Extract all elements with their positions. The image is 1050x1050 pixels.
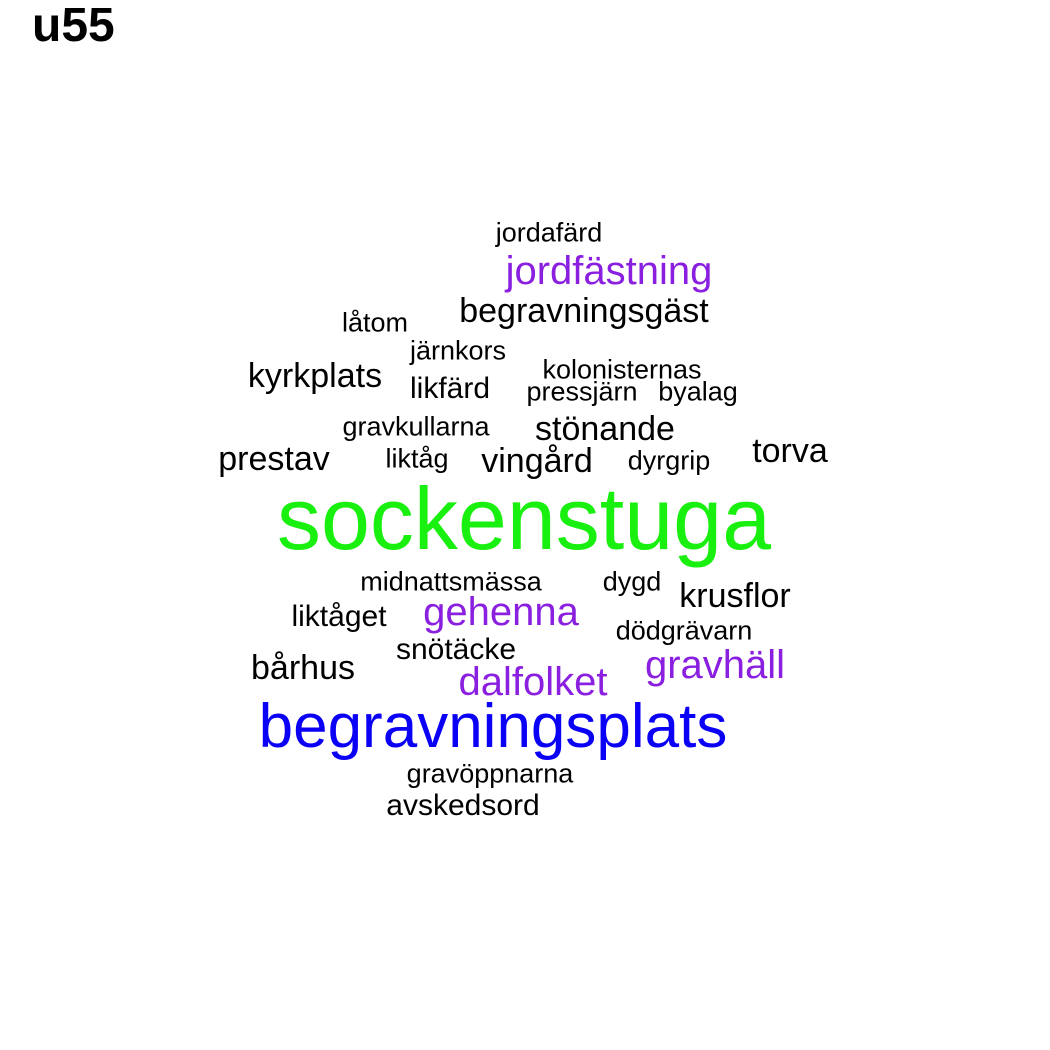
word-pressjarn: pressjärn — [526, 376, 638, 407]
word-dodgravarn: dödgrävarn — [615, 615, 753, 646]
word-begravningsplats: begravningsplats — [258, 692, 728, 761]
word-dyrgrip: dyrgrip — [627, 445, 711, 476]
word-kolonisternas: kolonisternas — [542, 354, 702, 385]
word-liktag: liktåg — [385, 443, 449, 474]
word-prestav: prestav — [218, 440, 330, 478]
word-avskedsord: avskedsord — [386, 789, 540, 822]
word-sockenstuga: sockenstuga — [276, 469, 772, 568]
word-liktaget: liktåget — [291, 600, 387, 633]
word-dalfolket: dalfolket — [458, 660, 608, 704]
word-gravhall: gravhäll — [644, 643, 786, 687]
word-gravkullarna: gravkullarna — [342, 411, 490, 442]
word-dygd: dygd — [602, 566, 662, 597]
word-torva: torva — [752, 432, 828, 470]
word-jordfastning: jordfästning — [505, 249, 713, 293]
word-likfard: likfärd — [409, 372, 491, 405]
word-midnattsmassa: midnattsmässa — [360, 566, 542, 597]
word-snotacke: snötäcke — [395, 633, 517, 666]
word-jarnkors: järnkors — [409, 335, 507, 366]
word-vingard: vingård — [481, 442, 593, 480]
word-barhus: bårhus — [251, 649, 355, 687]
word-latom: låtom — [341, 307, 409, 338]
word-krusflor: krusflor — [679, 577, 791, 615]
word-jordafard: jordafärd — [495, 217, 603, 248]
word-gravoppnarna: gravöppnarna — [406, 758, 574, 789]
word-stonande: stönande — [535, 410, 675, 448]
page-title: u55 — [32, 0, 115, 52]
word-gehenna: gehenna — [423, 590, 579, 634]
word-kyrkplats: kyrkplats — [247, 357, 383, 395]
word-begravningsgast: begravningsgäst — [459, 292, 709, 330]
word-byalag: byalag — [658, 376, 738, 407]
